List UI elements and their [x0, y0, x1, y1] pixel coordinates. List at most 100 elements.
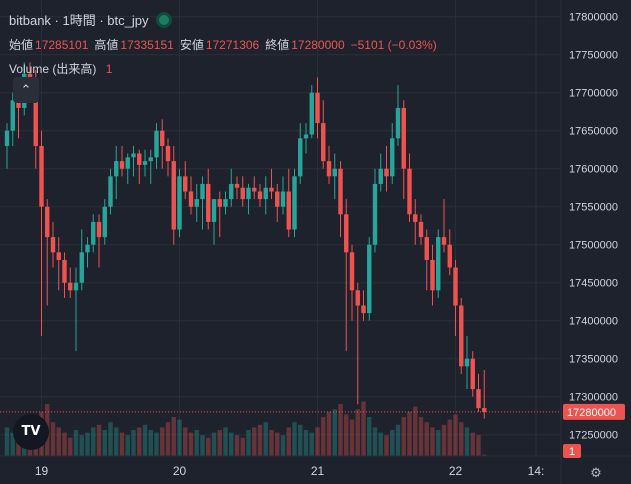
candle-body: [50, 237, 56, 253]
price-tick-label: 17350000: [569, 354, 618, 366]
candle-body: [183, 176, 188, 192]
volume-bar: [418, 417, 424, 456]
ohlc-legend: 始値 17285101 高値 17335151 安値 17271306 終値 17280000…: [9, 36, 443, 53]
candle-body: [108, 176, 113, 207]
logo-mark: TV: [21, 424, 41, 439]
candle-body: [344, 214, 349, 253]
volume-bar: [326, 411, 332, 456]
candle-body: [211, 199, 217, 222]
candle-body: [470, 358, 475, 390]
candle-body: [229, 183, 234, 200]
status-dot-icon: [156, 12, 173, 28]
symbol-title: bitbank · 1時間 · btc_jpy: [9, 13, 149, 28]
candle-body: [298, 138, 303, 177]
candle-body: [361, 305, 366, 314]
candle-body: [413, 214, 418, 222]
candle-body: [280, 191, 286, 207]
volume-bar: [424, 422, 429, 456]
candle-body: [430, 259, 435, 291]
price-tick-label: 17800000: [569, 12, 618, 24]
price-tick-label: 17650000: [569, 126, 618, 138]
volume-bar: [188, 432, 194, 456]
volume-bar: [177, 419, 182, 456]
time-tick-label: 22: [449, 464, 463, 478]
candle-body: [45, 206, 50, 238]
candle-body: [188, 191, 194, 207]
last-price-label: 17280000: [567, 407, 616, 419]
candle-body: [62, 259, 67, 283]
volume-bar: [338, 404, 343, 456]
volume-bar: [390, 430, 395, 456]
candle-body: [263, 187, 268, 200]
volume-bar: [257, 424, 263, 456]
candle-body: [269, 187, 274, 192]
candle-body: [482, 408, 487, 412]
volume-bar: [142, 424, 148, 456]
volume-bar: [91, 427, 96, 456]
volume-bar: [183, 427, 188, 456]
volume-bar: [384, 435, 389, 456]
candle-body: [160, 130, 165, 146]
volume-tag-label: 1: [569, 446, 575, 458]
candle-body: [355, 290, 360, 306]
candle-body: [68, 282, 73, 291]
volume-bar: [102, 430, 107, 456]
candle-body: [476, 389, 481, 409]
candle-body: [401, 107, 406, 169]
volume-bar: [137, 427, 142, 456]
price-tick-label: 17250000: [569, 430, 618, 442]
volume-bar: [476, 435, 481, 456]
volume-bar: [395, 424, 401, 456]
candle-body: [79, 252, 84, 283]
tradingview-logo-icon[interactable]: TV: [13, 414, 49, 450]
price-tick-label: 17400000: [569, 316, 618, 328]
volume-bar: [200, 435, 205, 456]
volume-bar: [453, 414, 458, 456]
volume-bar: [344, 414, 349, 456]
volume-bar: [407, 411, 412, 456]
volume-legend: Volume (出来高) 1: [9, 60, 118, 77]
volume-tag: [563, 444, 581, 458]
volume-bar: [217, 430, 222, 456]
candle-body: [234, 183, 240, 188]
volume-bar: [378, 432, 383, 456]
volume-bar: [441, 424, 447, 456]
gear-icon[interactable]: ⚙: [590, 465, 602, 480]
volume-bar: [148, 430, 153, 456]
candle-body: [4, 130, 10, 146]
candle-body: [73, 282, 79, 291]
change-value: −5101 (−0.03%): [350, 38, 437, 52]
chevron-up-icon[interactable]: ⌃: [13, 77, 39, 103]
volume-bar: [372, 427, 378, 456]
candle-body: [378, 168, 383, 184]
candle-body: [407, 168, 412, 215]
candle-body: [286, 191, 291, 230]
volume-bar: [10, 432, 15, 456]
candle-body: [165, 145, 171, 162]
volume-bar: [413, 406, 418, 456]
volume-bar: [96, 424, 102, 456]
candle-body: [315, 92, 320, 124]
volume-bar: [269, 430, 274, 456]
volume-bar: [315, 427, 320, 456]
candle-body: [252, 187, 257, 192]
candle-body: [349, 252, 355, 291]
candle-body: [137, 153, 142, 165]
volume-bar: [194, 430, 199, 456]
candle-body: [194, 199, 199, 207]
candle-body: [16, 100, 21, 108]
price-tick-label: 17500000: [569, 240, 618, 252]
time-tick-label: 21: [311, 464, 325, 478]
volume-bar: [280, 435, 286, 456]
candle-body: [114, 161, 119, 177]
volume-bar: [125, 435, 130, 456]
volume-bar: [332, 409, 337, 456]
volume-bar: [252, 427, 257, 456]
volume-bar: [430, 427, 435, 456]
candle-body: [390, 138, 395, 177]
volume-bar: [246, 430, 251, 456]
candle-body: [275, 191, 280, 207]
price-tick-label: 17700000: [569, 88, 618, 100]
